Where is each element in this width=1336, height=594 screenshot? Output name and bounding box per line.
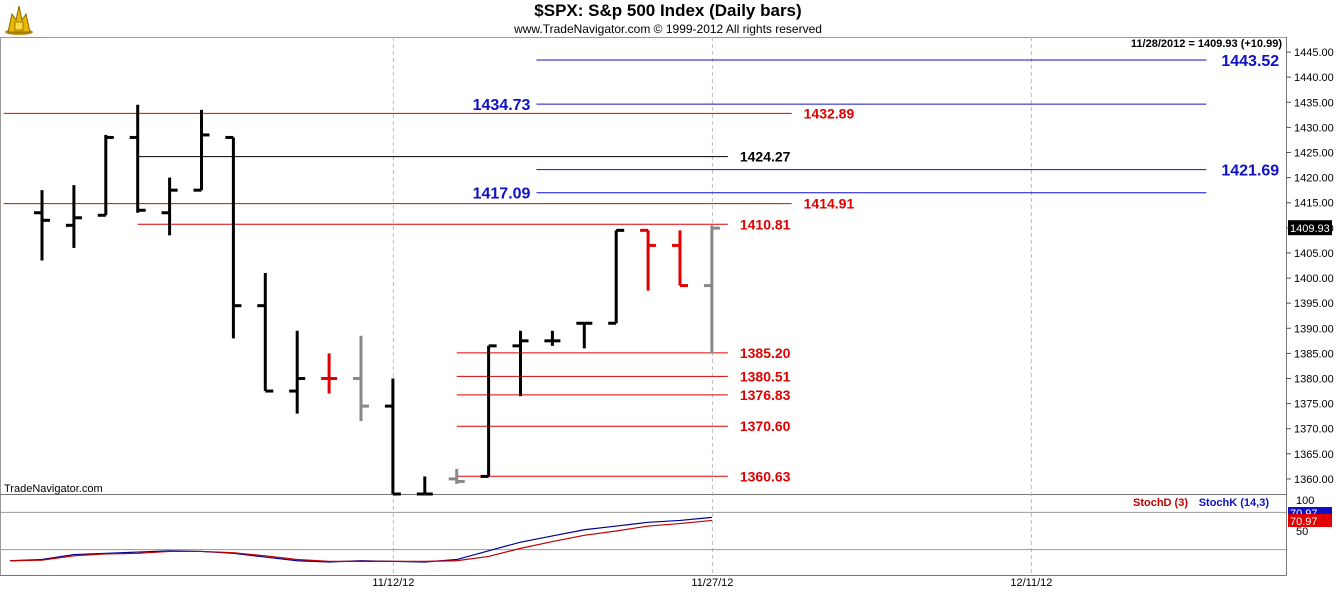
stoch-line — [10, 519, 712, 562]
level-label: 1417.09 — [473, 186, 531, 203]
date-tick-label: 12/11/12 — [1010, 577, 1052, 589]
date-tick-label: 11/12/12 — [372, 577, 414, 589]
price-tick-label: 1440.00 — [1294, 72, 1334, 84]
last-quote: 11/28/2012 = 1409.93 (+10.99) — [1131, 38, 1282, 50]
price-tick-label: 1445.00 — [1294, 47, 1334, 59]
ohlc-bar — [321, 353, 338, 394]
price-tick-label: 1385.00 — [1294, 348, 1334, 360]
ohlc-bar — [608, 228, 625, 325]
stoch-tick-label: 100 — [1296, 495, 1314, 507]
stoch-d-tag — [1288, 514, 1332, 527]
ohlc-bar — [672, 230, 688, 288]
trade-navigator-logo-icon — [5, 5, 33, 35]
level-label: 1432.89 — [804, 105, 855, 121]
level-label: 1424.27 — [740, 149, 791, 165]
price-tick-label: 1400.00 — [1294, 273, 1334, 285]
price-tick-label: 1435.00 — [1294, 97, 1334, 109]
ohlc-bar — [34, 190, 50, 261]
level-label: 1421.69 — [1221, 163, 1279, 180]
ohlc-bar — [480, 344, 497, 478]
price-tick-label: 1425.00 — [1294, 148, 1334, 160]
level-label: 1360.63 — [740, 468, 791, 484]
level-label: 1443.52 — [1221, 53, 1279, 70]
ohlc-bar — [193, 109, 210, 192]
ohlc-bar — [353, 335, 369, 422]
watermark: TradeNavigator.com — [4, 483, 103, 495]
price-tick-label: 1375.00 — [1294, 399, 1334, 411]
ohlc-bar — [544, 330, 561, 346]
stoch-line — [10, 516, 712, 563]
price-tick-label: 1430.00 — [1294, 122, 1334, 134]
price-tick-label: 1365.00 — [1294, 449, 1334, 461]
ohlc-bar — [640, 228, 657, 291]
price-tick-label: 1405.00 — [1294, 248, 1334, 260]
level-label: 1434.73 — [473, 97, 531, 114]
stoch-d-label: StochD (3) — [1133, 497, 1188, 509]
price-tick-label: 1360.00 — [1294, 474, 1334, 486]
last-price-label: 1409.93 — [1290, 223, 1330, 235]
ohlc-bar — [225, 135, 242, 339]
stoch-k-label: StochK (14,3) — [1199, 497, 1270, 509]
price-tick-label: 1390.00 — [1294, 323, 1334, 335]
stoch-tick-label: 50 — [1296, 526, 1308, 538]
price-tick-label: 1420.00 — [1294, 173, 1334, 185]
price-tick-label: 1395.00 — [1294, 298, 1334, 310]
copyright-line: www.TradeNavigator.com © 1999-2012 All r… — [514, 22, 822, 36]
ohlc-bar — [576, 321, 593, 349]
ohlc-bar — [289, 330, 306, 414]
stoch-d-value: 70.97 — [1290, 516, 1318, 528]
ohlc-bar — [416, 476, 433, 496]
ohlc-bar — [97, 134, 114, 217]
ohlc-bar — [448, 468, 465, 484]
chart-title: $SPX: S&p 500 Index (Daily bars) — [534, 1, 802, 20]
ohlc-bar — [257, 273, 274, 393]
level-label: 1414.91 — [804, 196, 855, 212]
level-label: 1376.83 — [740, 387, 791, 403]
price-tick-label: 1415.00 — [1294, 198, 1334, 210]
ohlc-bar — [512, 330, 529, 397]
last-price-tag — [1288, 220, 1332, 236]
ohlc-bar — [65, 185, 82, 248]
price-tick-label: 1380.00 — [1294, 373, 1334, 385]
level-label: 1370.60 — [740, 418, 791, 434]
level-label: 1380.51 — [740, 368, 791, 384]
level-label: 1410.81 — [740, 216, 791, 232]
ohlc-bar — [129, 104, 146, 213]
level-label: 1385.20 — [740, 345, 791, 361]
ohlc-bar — [703, 225, 720, 354]
date-tick-label: 11/27/12 — [691, 577, 733, 589]
ohlc-bar — [161, 177, 178, 236]
price-tick-label: 1370.00 — [1294, 424, 1334, 436]
ohlc-bar — [384, 378, 401, 496]
